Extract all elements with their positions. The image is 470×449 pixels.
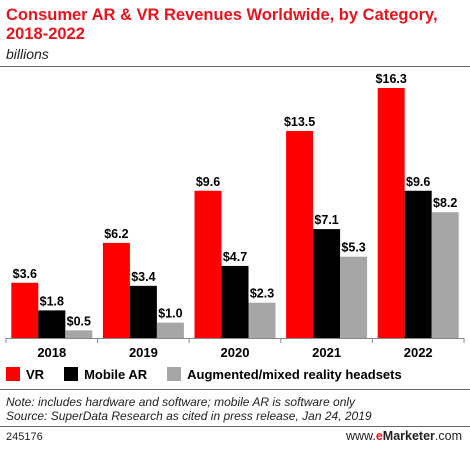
brand-name: Marketer [382, 429, 435, 443]
x-tick-label-2019: 2019 [129, 345, 158, 360]
bar-augmented-mixed-reality-headsets-2022 [431, 212, 459, 338]
data-label-mobile-ar-2021: $7.1 [314, 213, 338, 227]
data-label-vr-2019: $6.2 [104, 227, 128, 241]
legend-swatch-headsets [167, 367, 182, 381]
x-tick-label-2018: 2018 [37, 345, 66, 360]
brand-suffix: .com [434, 429, 462, 443]
bar-augmented-mixed-reality-headsets-2020 [248, 302, 276, 338]
legend-swatch-mobile-ar [64, 367, 79, 381]
data-label-mobile-ar-2022: $9.6 [406, 175, 430, 189]
legend-label-headsets: Augmented/mixed reality headsets [187, 366, 402, 382]
bar-vr-2019 [102, 242, 130, 338]
bar-chart: $3.6$1.8$0.5 2018 $6.2 $3.4 $1.0 2019 $9.6 $4.7… [5, 72, 465, 360]
top-divider [0, 66, 470, 67]
chart-notes: Note: includes hardware and software; mo… [6, 395, 372, 423]
bar-mobile-ar-2021 [313, 229, 341, 338]
bar-mobile-ar-2022 [404, 190, 432, 338]
data-label-mobile-ar-2019: $3.4 [131, 270, 155, 284]
chart-subtitle: billions [6, 46, 49, 62]
data-label-mobile-ar-2020: $4.7 [223, 250, 247, 264]
bar-augmented-mixed-reality-headsets-2021 [340, 256, 368, 338]
chart-id: 245176 [6, 431, 43, 443]
bar-vr-2022 [377, 88, 405, 338]
data-label-vr-2022: $16.3 [376, 72, 407, 86]
source-line: Source: SuperData Research as cited in p… [6, 409, 372, 423]
brand-e: e [375, 429, 383, 443]
chart-legend: VR Mobile AR Augmented/mixed reality hea… [6, 366, 422, 382]
bar-mobile-ar-2019 [129, 285, 157, 338]
data-label-vr-2018: $3.6 [13, 267, 37, 281]
data-label-augmented-mixed-reality-headsets-2022: $8.2 [433, 196, 457, 210]
data-label-augmented-mixed-reality-headsets-2021: $5.3 [341, 241, 365, 255]
data-label-augmented-mixed-reality-headsets-2018: $0.5 [67, 314, 91, 328]
data-label-vr-2020: $9.6 [196, 175, 220, 189]
legend-label-vr: VR [26, 366, 45, 382]
x-tick-label-2020: 2020 [221, 345, 250, 360]
data-label-augmented-mixed-reality-headsets-2019: $1.0 [158, 307, 182, 321]
note-line: Note: includes hardware and software; mo… [6, 395, 356, 409]
legend-item-headsets: Augmented/mixed reality headsets [167, 367, 402, 382]
bar-augmented-mixed-reality-headsets-2018 [65, 330, 93, 338]
legend-item-mobile-ar: Mobile AR [64, 367, 147, 382]
data-label-augmented-mixed-reality-headsets-2020: $2.3 [250, 287, 274, 301]
x-tick-label-2021: 2021 [312, 345, 341, 360]
bar-augmented-mixed-reality-headsets-2019 [156, 322, 184, 338]
bar-mobile-ar-2018 [38, 310, 66, 338]
legend-label-mobile-ar: Mobile AR [84, 366, 148, 382]
legend-item-vr: VR [6, 367, 44, 382]
data-label-vr-2021: $13.5 [284, 115, 315, 129]
data-label-mobile-ar-2018: $1.8 [40, 294, 64, 308]
footer-divider [0, 426, 470, 427]
bottom-divider [0, 389, 470, 390]
bar-vr-2018 [11, 282, 39, 338]
chart-title: Consumer AR & VR Revenues Worldwide, by … [6, 6, 438, 43]
brand-prefix: www. [345, 429, 376, 443]
bar-vr-2020 [194, 190, 222, 338]
brand-logo[interactable]: www.eMarketer.com [346, 429, 462, 443]
bar-mobile-ar-2020 [221, 265, 249, 338]
legend-swatch-vr [6, 367, 20, 381]
x-tick-label-2022: 2022 [404, 345, 433, 360]
bar-vr-2021 [286, 130, 314, 338]
